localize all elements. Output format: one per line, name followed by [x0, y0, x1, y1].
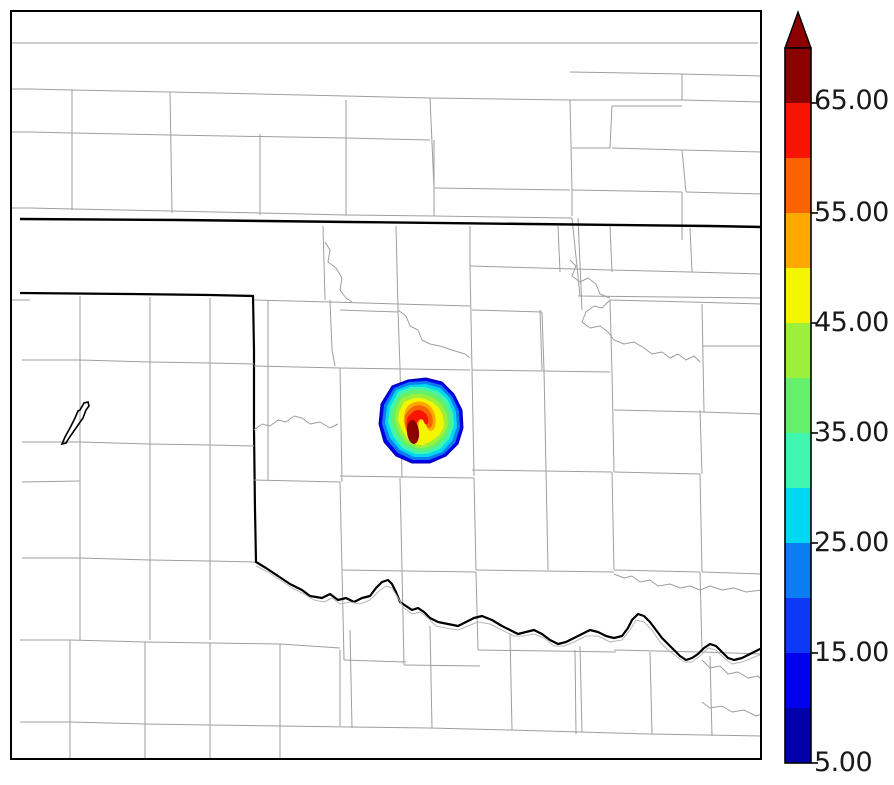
- colorbar-canvas[interactable]: [780, 8, 894, 780]
- colorbar-bands: [784, 9, 812, 764]
- colorbar-tick-label-15: 15.00: [814, 637, 889, 668]
- map-canvas: [10, 10, 762, 760]
- colorbar-tick-label-35: 35.00: [814, 417, 889, 448]
- colorbar-tick-label-5: 5.00: [814, 747, 873, 778]
- texas-southern-counties: [279, 625, 762, 737]
- map-panel: [10, 10, 762, 760]
- state-border-oklahoma-texas-red-river: [254, 560, 762, 662]
- colorbar-tick-label-25: 25.00: [814, 527, 889, 558]
- colorbar-extend-arrow: [784, 9, 812, 49]
- colorbar-panel[interactable]: 65.00 55.00 45.00 35.00 25.00 15.00 5.00: [780, 8, 894, 778]
- texas-panhandle-counties: [20, 296, 281, 760]
- contour-feature: [378, 377, 464, 464]
- colorbar-tick-label-65: 65.00: [814, 85, 889, 116]
- colorbar-tick-label-45: 45.00: [814, 307, 889, 338]
- state-border-kansas-oklahoma: [19, 217, 762, 229]
- state-border-texas-panhandle: [19, 291, 258, 563]
- lake-outline: [60, 401, 90, 446]
- red-river-shadow-line: [255, 565, 762, 665]
- colorbar-tick-label-55: 55.00: [814, 197, 889, 228]
- kansas-counties: [10, 42, 762, 311]
- contour-core-68: [406, 420, 420, 444]
- colorbar-ticks: [811, 102, 818, 764]
- river-county-boundaries: [253, 241, 762, 717]
